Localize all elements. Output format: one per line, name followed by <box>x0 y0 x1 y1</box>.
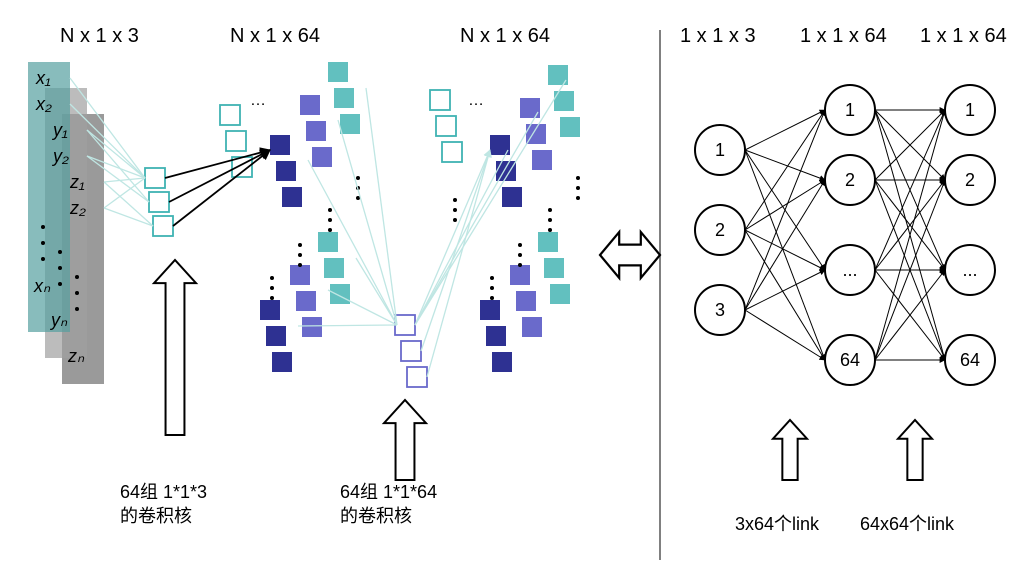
edge-conv1-fm1 <box>169 150 270 202</box>
fm1-blue-b <box>260 300 280 320</box>
fm2-outline-ghost <box>430 90 450 110</box>
mlp-in-1-label: 2 <box>715 220 725 240</box>
edge-conv2-fm2 <box>421 150 490 351</box>
caption-conv1-l2: 的卷积核 <box>120 506 192 526</box>
xlabel-2: x₂ <box>35 94 52 114</box>
fm2-teal-b <box>544 258 564 278</box>
fm1-teal <box>334 88 354 108</box>
fm2-bluemid-b <box>516 291 536 311</box>
edge-l1 <box>745 150 825 360</box>
caption-link1: 3x64个link <box>735 514 820 534</box>
caption-conv1-l1: 64组 1*1*3 <box>120 482 207 502</box>
edge-conv1-fm1 <box>173 150 270 226</box>
caption-conv2-l2: 的卷积核 <box>340 506 412 526</box>
zlabel-n: zₙ <box>67 346 85 366</box>
conv1-kernel-cell <box>153 216 173 236</box>
label-top-r1: 1 x 1 x 3 <box>680 25 756 47</box>
fm1-bluemid <box>306 121 326 141</box>
edge-conv1-fm1 <box>165 150 270 178</box>
arrow-conv2 <box>384 400 426 480</box>
mlp-h-2-label: ... <box>842 260 857 280</box>
fm2-blue-b <box>492 352 512 372</box>
equiv-arrow <box>600 232 660 278</box>
conv1-kernel-cell <box>149 192 169 212</box>
xlabel-n: xₙ <box>33 276 51 296</box>
xlabel-1: x₁ <box>35 68 51 88</box>
edge-input-conv1 <box>104 178 145 182</box>
mlp-h-3-label: 64 <box>840 350 860 370</box>
fm2-bluemid-b <box>522 317 542 337</box>
fm1-teal-b <box>330 284 350 304</box>
fm1-blue-b <box>272 352 292 372</box>
fm1-bluemid-b <box>290 265 310 285</box>
mlp-h-0-label: 1 <box>845 100 855 120</box>
fm2-blue-b <box>486 326 506 346</box>
fm1-blue-b <box>266 326 286 346</box>
fm2-bluemid-b <box>510 265 530 285</box>
fm2-bluemid <box>532 150 552 170</box>
edge-conv2-fm2 <box>415 150 490 325</box>
label-top-2: N x 1 x 64 <box>230 25 320 47</box>
fm2-blue-b <box>480 300 500 320</box>
fm1-blue <box>270 135 290 155</box>
mlp-h-1-label: 2 <box>845 170 855 190</box>
fm1-outline <box>226 131 246 151</box>
fm1-outline <box>220 105 240 125</box>
conv2-kernel-cell <box>407 367 427 387</box>
edge-input-conv1 <box>104 178 145 208</box>
fm1-bluemid-b <box>302 317 322 337</box>
fm2-blue <box>502 187 522 207</box>
label-top-3: N x 1 x 64 <box>460 25 550 47</box>
fm2-teal-b <box>550 284 570 304</box>
fm1-blue <box>276 161 296 181</box>
svg-text:…: … <box>250 92 266 109</box>
ylabel-2: y₂ <box>51 146 69 166</box>
mlp-o-2-label: ... <box>962 260 977 280</box>
ylabel-n: yₙ <box>49 310 68 330</box>
fm1-bluemid <box>300 95 320 115</box>
svg-text:…: … <box>468 92 484 109</box>
edge-l1 <box>745 180 825 230</box>
fm1-bluemid <box>312 147 332 167</box>
diagram-root: N x 1 x 3 N x 1 x 64 N x 1 x 64 x₁ x₂ y₁ y₂z₁ z… <box>0 0 1032 579</box>
fm2-teal <box>560 117 580 137</box>
mlp-o-0-label: 1 <box>965 100 975 120</box>
fm1-teal-b <box>324 258 344 278</box>
mlp-in-2-label: 3 <box>715 300 725 320</box>
mlp-o-3-label: 64 <box>960 350 980 370</box>
arrow-link1 <box>773 420 807 480</box>
fm1-teal-b <box>318 232 338 252</box>
conv1-kernel-cell <box>145 168 165 188</box>
fm1-teal <box>340 114 360 134</box>
fm2-teal-b <box>538 232 558 252</box>
zlabel-2: z₂ <box>69 198 86 218</box>
conv2-kernel-cell <box>401 341 421 361</box>
edge-l1 <box>745 110 825 230</box>
edge-l1 <box>745 110 825 150</box>
edge-fm1-conv2 <box>366 88 397 325</box>
fm1-teal <box>328 62 348 82</box>
label-top-r2: 1 x 1 x 64 <box>800 25 887 47</box>
caption-link2: 64x64个link <box>860 514 955 534</box>
label-top-r3: 1 x 1 x 64 <box>920 25 1007 47</box>
arrow-link2 <box>898 420 932 480</box>
mlp-in-0-label: 1 <box>715 140 725 160</box>
fm2-outline-ghost <box>436 116 456 136</box>
mlp-o-1-label: 2 <box>965 170 975 190</box>
edge-l1 <box>745 310 825 360</box>
fm1-blue <box>282 187 302 207</box>
fm2-outline-ghost <box>442 142 462 162</box>
fm1-bluemid-b <box>296 291 316 311</box>
edge-l1 <box>745 110 825 310</box>
label-top-1: N x 1 x 3 <box>60 25 139 47</box>
edge-conv2-fm2 <box>427 150 490 377</box>
arrow-conv1 <box>154 260 196 435</box>
ylabel-1: y₁ <box>51 120 68 140</box>
edge-l1 <box>745 150 825 180</box>
zlabel-1: z₁ <box>69 172 85 192</box>
conv2-kernel-cell <box>395 315 415 335</box>
caption-conv2-l1: 64组 1*1*64 <box>340 482 437 502</box>
